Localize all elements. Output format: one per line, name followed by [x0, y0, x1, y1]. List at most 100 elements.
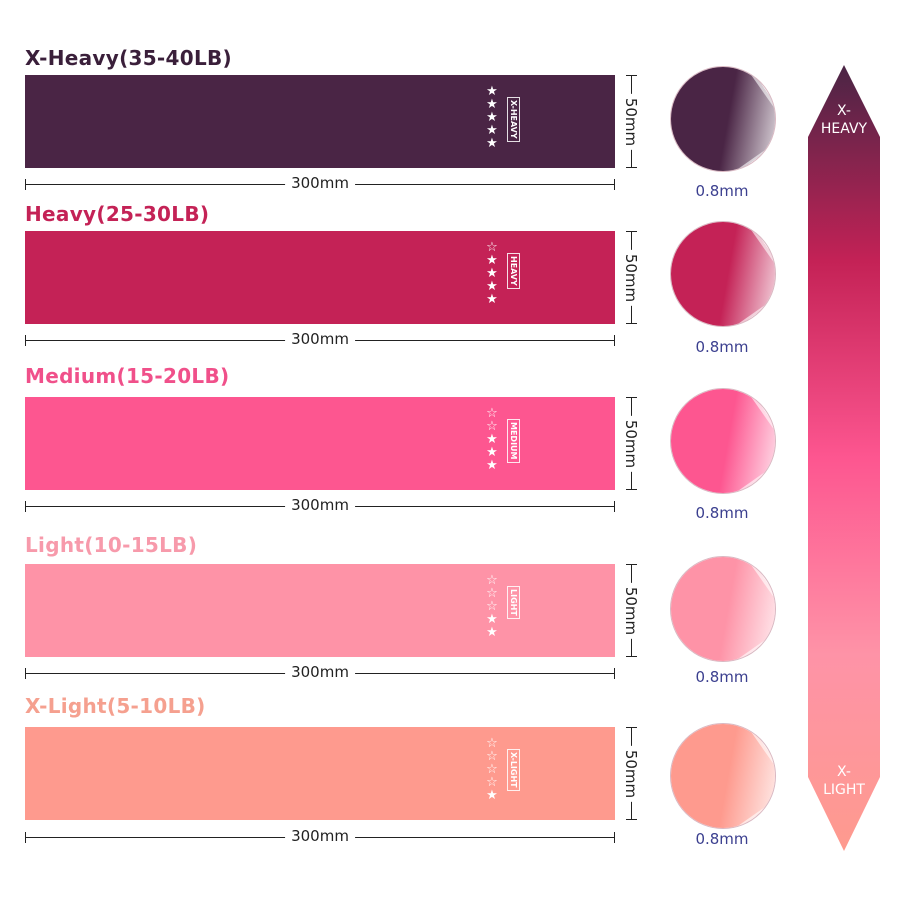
band-edge-closeup: [670, 388, 776, 494]
dimension-tick: [626, 819, 637, 820]
star-filled-icon: ★: [486, 84, 498, 99]
star-rating: ☆ ☆ ☆ ★ ★: [485, 574, 499, 639]
resistance-band: ☆ ★ ★ ★ ★ HEAVY: [25, 231, 615, 324]
star-outline-icon: ☆: [486, 736, 498, 751]
star-filled-icon: ★: [486, 432, 498, 447]
dimension-tick: [614, 335, 615, 346]
star-outline-icon: ☆: [486, 419, 498, 434]
star-rating: ★ ★ ★ ★ ★: [485, 85, 499, 150]
height-dimension: 50mm: [622, 397, 642, 490]
width-dimension: 300mm: [25, 827, 615, 845]
dimension-tick: [626, 231, 637, 232]
band-rating: ☆ ☆ ☆ ☆ ★ X-LIGHT: [485, 737, 525, 809]
band-edge-closeup: [670, 221, 776, 327]
thickness-label: 0.8mm: [695, 338, 749, 356]
band-rating: ☆ ☆ ★ ★ ★ MEDIUM: [485, 407, 525, 479]
height-label: 50mm: [622, 582, 640, 639]
level-tag: LIGHT: [507, 586, 520, 619]
width-label: 300mm: [285, 330, 355, 348]
dimension-tick: [626, 727, 637, 728]
level-tag: X-LIGHT: [507, 749, 520, 791]
dimension-tick: [25, 668, 26, 679]
dimension-tick: [25, 335, 26, 346]
band-fold: [671, 724, 775, 828]
band-rating: ☆ ★ ★ ★ ★ HEAVY: [485, 241, 525, 313]
resistance-band: ★ ★ ★ ★ ★ X-HEAVY: [25, 75, 615, 168]
height-dimension: 50mm: [622, 727, 642, 820]
band-fold: [671, 557, 775, 661]
dimension-tick: [614, 832, 615, 843]
star-filled-icon: ★: [486, 266, 498, 281]
width-label: 300mm: [285, 496, 355, 514]
dimension-tick: [614, 668, 615, 679]
width-dimension: 300mm: [25, 496, 615, 514]
band-fold: [671, 389, 775, 493]
band-fold: [671, 67, 775, 171]
height-dimension: 50mm: [622, 231, 642, 324]
height-dimension: 50mm: [622, 75, 642, 168]
star-filled-icon: ★: [486, 612, 498, 627]
dimension-tick: [614, 179, 615, 190]
star-outline-icon: ☆: [486, 240, 498, 255]
width-dimension: 300mm: [25, 663, 615, 681]
dimension-tick: [626, 323, 637, 324]
band-edge-closeup: [670, 66, 776, 172]
star-outline-icon: ☆: [486, 762, 498, 777]
star-outline-icon: ☆: [486, 599, 498, 614]
star-filled-icon: ★: [486, 625, 498, 640]
band-title: X-Heavy(35-40LB): [25, 46, 232, 70]
star-outline-icon: ☆: [486, 749, 498, 764]
dimension-tick: [626, 656, 637, 657]
thickness-label: 0.8mm: [695, 668, 749, 686]
star-outline-icon: ☆: [486, 586, 498, 601]
band-title: Medium(15-20LB): [25, 364, 230, 388]
width-label: 300mm: [285, 827, 355, 845]
height-label: 50mm: [622, 415, 640, 472]
dimension-tick: [25, 179, 26, 190]
resistance-scale-arrow: [808, 65, 880, 851]
star-filled-icon: ★: [486, 292, 498, 307]
star-outline-icon: ☆: [486, 406, 498, 421]
star-rating: ☆ ☆ ★ ★ ★: [485, 407, 499, 472]
dimension-tick: [614, 501, 615, 512]
star-filled-icon: ★: [486, 136, 498, 151]
dimension-tick: [25, 832, 26, 843]
resistance-band: ☆ ☆ ☆ ☆ ★ X-LIGHT: [25, 727, 615, 820]
star-filled-icon: ★: [486, 279, 498, 294]
star-rating: ☆ ★ ★ ★ ★: [485, 241, 499, 306]
dimension-tick: [626, 489, 637, 490]
star-filled-icon: ★: [486, 458, 498, 473]
band-title: X-Light(5-10LB): [25, 694, 206, 718]
star-filled-icon: ★: [486, 788, 498, 803]
dimension-tick: [626, 564, 637, 565]
width-label: 300mm: [285, 663, 355, 681]
thickness-label: 0.8mm: [695, 504, 749, 522]
resistance-band: ☆ ☆ ☆ ★ ★ LIGHT: [25, 564, 615, 657]
height-label: 50mm: [622, 93, 640, 150]
band-edge-closeup: [670, 556, 776, 662]
height-dimension: 50mm: [622, 564, 642, 657]
height-label: 50mm: [622, 745, 640, 802]
thickness-label: 0.8mm: [695, 830, 749, 848]
band-rating: ☆ ☆ ☆ ★ ★ LIGHT: [485, 574, 525, 646]
star-filled-icon: ★: [486, 97, 498, 112]
level-tag: X-HEAVY: [507, 97, 520, 142]
star-rating: ☆ ☆ ☆ ☆ ★: [485, 737, 499, 802]
resistance-band: ☆ ☆ ★ ★ ★ MEDIUM: [25, 397, 615, 490]
arrow-top-label: X- HEAVY: [820, 103, 868, 137]
thickness-label: 0.8mm: [695, 182, 749, 200]
star-filled-icon: ★: [486, 110, 498, 125]
dimension-tick: [626, 397, 637, 398]
height-label: 50mm: [622, 249, 640, 306]
level-tag: MEDIUM: [507, 419, 520, 463]
dimension-tick: [626, 75, 637, 76]
width-label: 300mm: [285, 174, 355, 192]
band-rating: ★ ★ ★ ★ ★ X-HEAVY: [485, 85, 525, 157]
star-outline-icon: ☆: [486, 775, 498, 790]
star-outline-icon: ☆: [486, 573, 498, 588]
width-dimension: 300mm: [25, 330, 615, 348]
star-filled-icon: ★: [486, 445, 498, 460]
arrow-bottom-label: X- LIGHT: [823, 764, 865, 798]
star-filled-icon: ★: [486, 253, 498, 268]
band-title: Heavy(25-30LB): [25, 202, 210, 226]
